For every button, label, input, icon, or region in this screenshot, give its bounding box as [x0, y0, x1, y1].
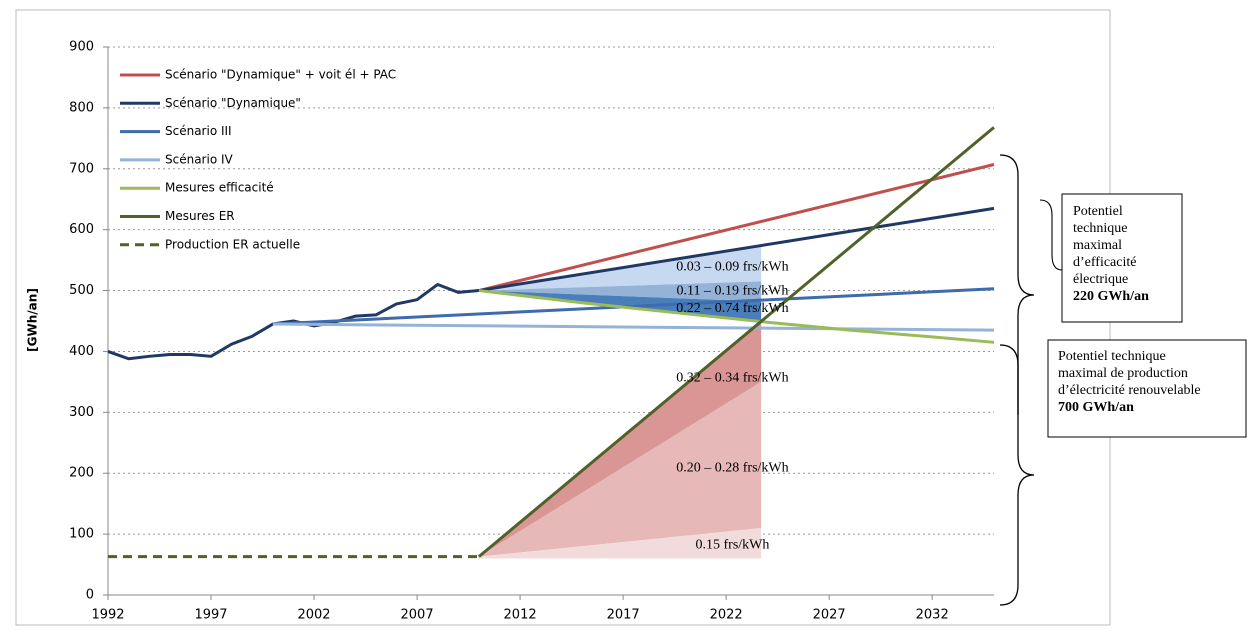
- x-tick-label: 1997: [194, 608, 227, 623]
- y-tick-label: 600: [69, 222, 94, 237]
- box-text: électrique: [1073, 272, 1128, 287]
- box-text: maximal de production: [1058, 366, 1188, 381]
- box-value: 220 GWh/an: [1073, 289, 1149, 304]
- box-text: d’électricité renouvelable: [1058, 383, 1201, 398]
- legend-label: Scénario III: [165, 124, 232, 138]
- y-tick-label: 200: [69, 466, 94, 481]
- series-line: [478, 289, 995, 344]
- y-tick-label: 0: [86, 588, 94, 603]
- shaded-region: [478, 281, 762, 302]
- y-tick-label: 300: [69, 405, 94, 420]
- region-label: 0.11 – 0.19 frs/kWh: [677, 284, 789, 299]
- region-label: 0.22 – 0.74 frs/kWh: [676, 301, 788, 316]
- y-tick-label: 400: [69, 344, 94, 359]
- region-label: 0.32 – 0.34 frs/kWh: [676, 370, 788, 385]
- x-tick-label: 1992: [91, 608, 124, 623]
- series-line: [477, 126, 995, 558]
- y-tick-label: 800: [69, 100, 94, 115]
- y-tick-label: 900: [69, 40, 94, 55]
- y-tick-label: 100: [69, 527, 94, 542]
- region-label: 0.20 – 0.28 frs/kWh: [676, 460, 788, 475]
- box-text: technique: [1073, 221, 1127, 236]
- legend-label: Mesures ER: [165, 209, 235, 223]
- x-tick-label: 2007: [401, 608, 434, 623]
- box-text: Potentiel technique: [1058, 349, 1166, 364]
- x-tick-label: 2032: [916, 608, 949, 623]
- box-text: d’efficacité: [1073, 255, 1136, 270]
- box-text: Potentiel: [1073, 204, 1123, 219]
- shaded-region: [478, 528, 762, 559]
- region-label: 0.15 frs/kWh: [696, 537, 770, 552]
- y-tick-label: 700: [69, 161, 94, 176]
- region-label: 0.03 – 0.09 frs/kWh: [676, 260, 788, 275]
- legend-label: Mesures efficacité: [165, 181, 274, 195]
- series-line: [272, 287, 995, 326]
- x-tick-label: 2022: [710, 608, 743, 623]
- legend-label: Scénario "Dynamique": [165, 96, 301, 110]
- box-text: maximal: [1073, 238, 1122, 253]
- x-tick-label: 2002: [297, 608, 330, 623]
- y-axis-label: [GWh/an]: [26, 288, 40, 352]
- box: [1061, 193, 1183, 323]
- series-line: [272, 322, 995, 332]
- x-tick-label: 2012: [504, 608, 537, 623]
- legend-label: Scénario "Dynamique" + voit él + PAC: [165, 68, 396, 82]
- box-value: 700 GWh/an: [1058, 400, 1134, 415]
- brace: [999, 344, 1035, 606]
- brace: [999, 154, 1035, 415]
- box: [1047, 339, 1247, 438]
- x-tick-label: 2027: [813, 608, 846, 623]
- series-line: [478, 163, 995, 293]
- legend-label: Scénario IV: [165, 152, 234, 166]
- x-tick-label: 2017: [607, 608, 640, 623]
- shaded-region: [478, 381, 762, 557]
- legend-label: Production ER actuelle: [165, 237, 300, 251]
- y-tick-label: 500: [69, 283, 94, 298]
- brace: [1039, 199, 1063, 271]
